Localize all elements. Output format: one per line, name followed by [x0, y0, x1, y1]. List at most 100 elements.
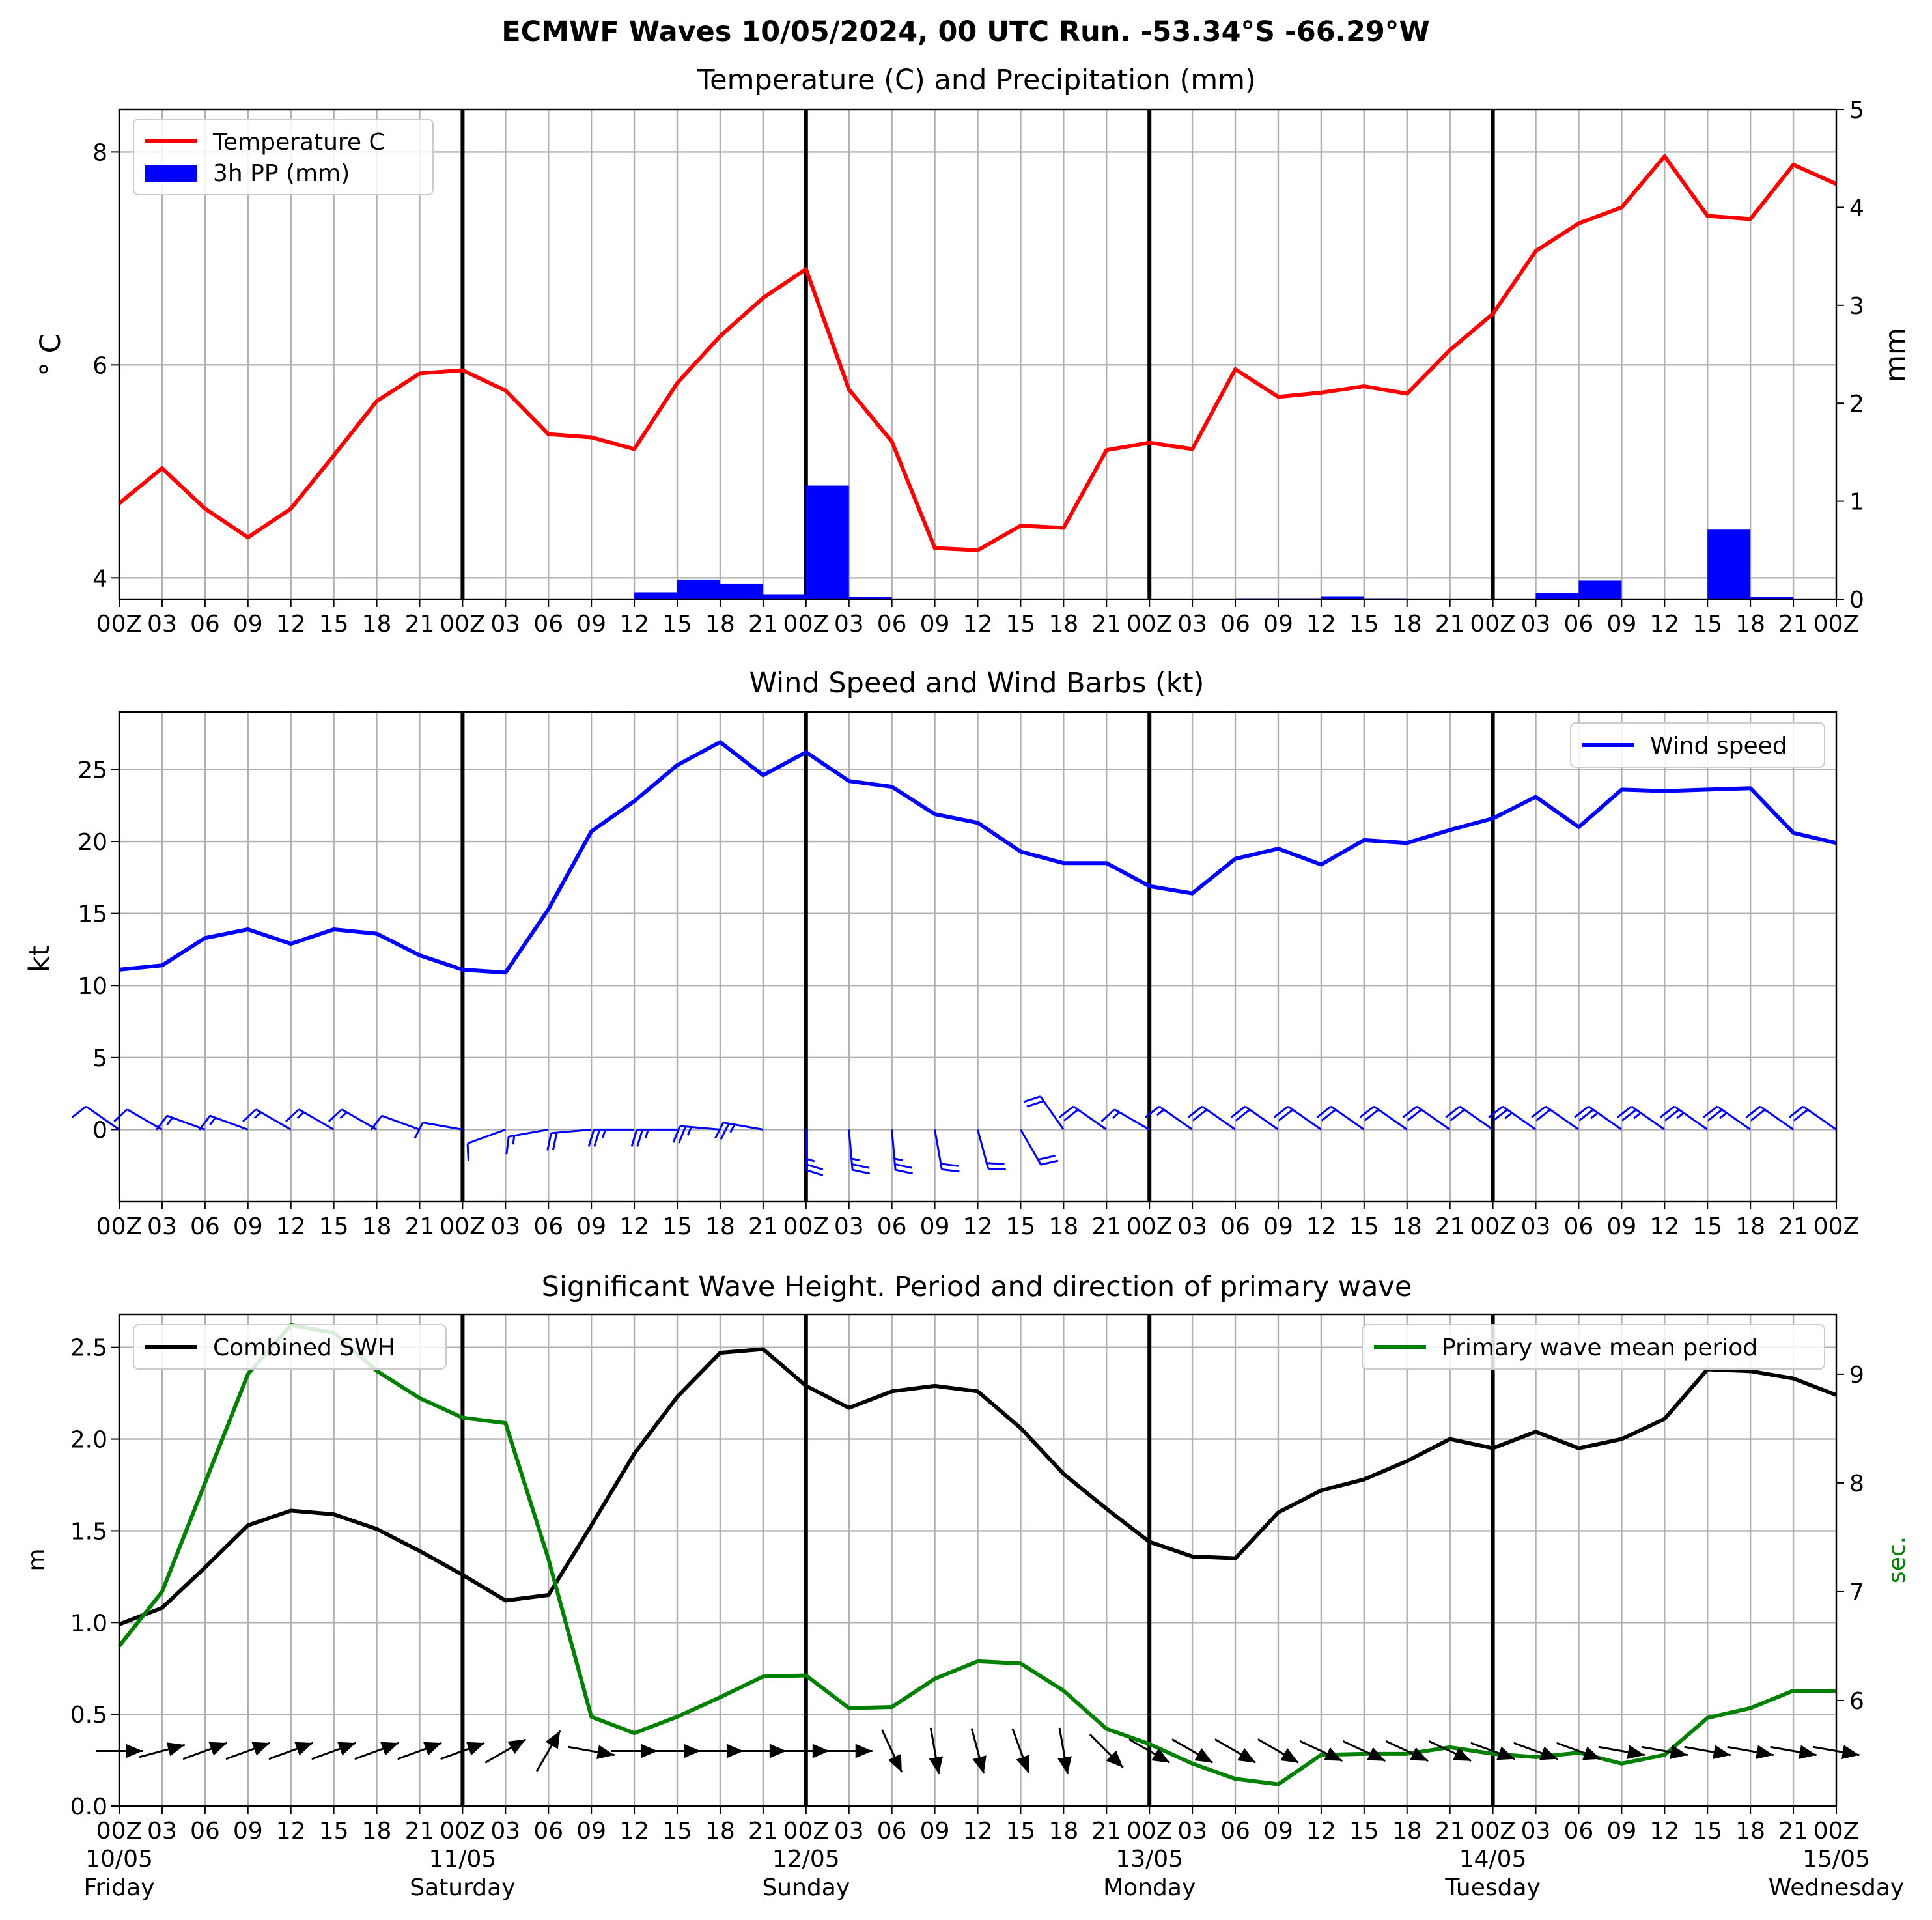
barb-flag	[1445, 1105, 1461, 1118]
wave-direction-arrow	[139, 1742, 186, 1758]
x-tick-label: 00Z	[1813, 611, 1859, 638]
x-tick-label: 09	[920, 1818, 950, 1844]
barb-flag	[1531, 1105, 1547, 1118]
barb-flag	[285, 1108, 300, 1123]
x-tick-label: 03	[147, 1818, 177, 1844]
wave-direction-arrow	[696, 1744, 744, 1758]
day-date-label: 11/05	[429, 1846, 497, 1872]
barb-staff	[1113, 1108, 1150, 1131]
barb-staff	[126, 1108, 163, 1131]
barb-flag	[1745, 1105, 1761, 1118]
precip-bar	[805, 485, 849, 599]
barb-flag	[1026, 1100, 1044, 1108]
x-tick-label: 12	[1649, 1213, 1679, 1240]
arrow-head	[1106, 1750, 1123, 1768]
barb-flag	[1316, 1105, 1332, 1118]
barb-half-flag	[686, 1126, 692, 1136]
x-tick-label: 09	[920, 1213, 950, 1240]
x-tick-label: 06	[877, 1213, 907, 1240]
wind-barb	[1617, 1105, 1666, 1131]
wave-direction-arrow	[535, 1730, 561, 1772]
x-tick-label: 21	[1435, 1213, 1465, 1240]
x-tick-label: 06	[877, 611, 907, 638]
x-tick-label: 00Z	[1470, 1818, 1515, 1844]
x-tick-label: 09	[576, 1818, 606, 1844]
barb-half-flag	[1590, 1112, 1599, 1120]
barb-flag	[1364, 1108, 1379, 1122]
barb-staff	[1330, 1105, 1365, 1131]
panel3-ylabel: m	[23, 1548, 50, 1571]
y-tick-label-right: 9	[1849, 1362, 1864, 1389]
x-tick-label: 15	[662, 611, 692, 638]
x-tick-label: 09	[1606, 611, 1636, 638]
day-name-label: Saturday	[410, 1874, 515, 1901]
wind-barb	[1316, 1105, 1365, 1131]
panel2-title: Wind Speed and Wind Barbs (kt)	[749, 667, 1205, 699]
x-tick-label: 09	[1263, 1818, 1293, 1844]
wave-direction-arrow	[1385, 1740, 1429, 1762]
x-tick-label: 12	[1649, 1818, 1679, 1844]
x-tick-label: 03	[490, 1213, 520, 1240]
wave-direction-arrow	[1299, 1740, 1343, 1762]
x-tick-label: 12	[1306, 1818, 1336, 1844]
wind-barb	[1660, 1105, 1709, 1131]
wave-direction-arrow	[1770, 1745, 1817, 1760]
barb-half-flag	[602, 1129, 606, 1138]
x-tick-label: 00Z	[1127, 1818, 1172, 1844]
x-tick-label: 21	[748, 611, 778, 638]
barb-staff	[1673, 1105, 1709, 1131]
x-tick-label: 09	[920, 611, 950, 638]
x-tick-label: 15	[319, 1818, 349, 1844]
day-date-label: 10/05	[85, 1846, 153, 1872]
x-tick-label: 18	[1735, 1818, 1765, 1844]
x-tick-label: 12	[276, 611, 306, 638]
x-tick-label: 15	[319, 1213, 349, 1240]
barb-flag	[1407, 1108, 1422, 1122]
x-tick-label: 03	[147, 611, 177, 638]
wave-direction-arrow	[1641, 1745, 1688, 1760]
y-tick-label: 10	[77, 973, 107, 1000]
day-date-label: 15/05	[1802, 1846, 1870, 1872]
x-tick-label: 12	[276, 1213, 306, 1240]
wind-barb	[505, 1128, 549, 1155]
barb-staff	[167, 1114, 206, 1131]
x-tick-label: 00Z	[783, 1818, 829, 1844]
y-tick-label-right: 3	[1849, 293, 1864, 320]
arrow-head	[1496, 1746, 1515, 1760]
wind-barb	[1445, 1105, 1494, 1131]
x-tick-label: 00Z	[1127, 1213, 1172, 1240]
arrow-head	[1237, 1747, 1256, 1763]
wind-barb	[1023, 1095, 1065, 1131]
barb-flag	[720, 1123, 730, 1140]
barb-half-flag	[729, 1123, 736, 1133]
arrow-head	[166, 1742, 185, 1757]
barb-flag	[1321, 1108, 1337, 1122]
barb-half-flag	[209, 1117, 216, 1125]
barb-staff	[1158, 1105, 1193, 1131]
precip-bar	[848, 597, 892, 599]
barb-flag	[894, 1163, 913, 1169]
x-tick-label: 00Z	[1813, 1213, 1859, 1240]
wave-direction-arrow	[1257, 1738, 1299, 1764]
barb-flag	[852, 1163, 870, 1169]
y-tick-label: 25	[77, 757, 107, 784]
x-tick-label: 12	[619, 611, 649, 638]
x-tick-label: 18	[362, 1213, 392, 1240]
x-tick-label: 03	[490, 1818, 520, 1844]
barb-half-flag	[1718, 1112, 1728, 1120]
x-tick-label: 03	[1521, 1818, 1551, 1844]
barb-flag	[552, 1132, 558, 1150]
barb-flag	[242, 1108, 257, 1123]
arrow-head	[1453, 1747, 1472, 1761]
x-tick-label: 09	[1606, 1213, 1636, 1240]
legend-box	[133, 1324, 447, 1370]
x-tick-label: 15	[662, 1818, 692, 1844]
precip-bar	[677, 579, 720, 599]
wave-direction-arrow	[881, 1729, 903, 1773]
wave-direction-arrow	[440, 1742, 485, 1760]
barb-half-flag	[1633, 1112, 1642, 1120]
wind-barb	[113, 1108, 163, 1131]
barb-staff	[381, 1114, 420, 1131]
